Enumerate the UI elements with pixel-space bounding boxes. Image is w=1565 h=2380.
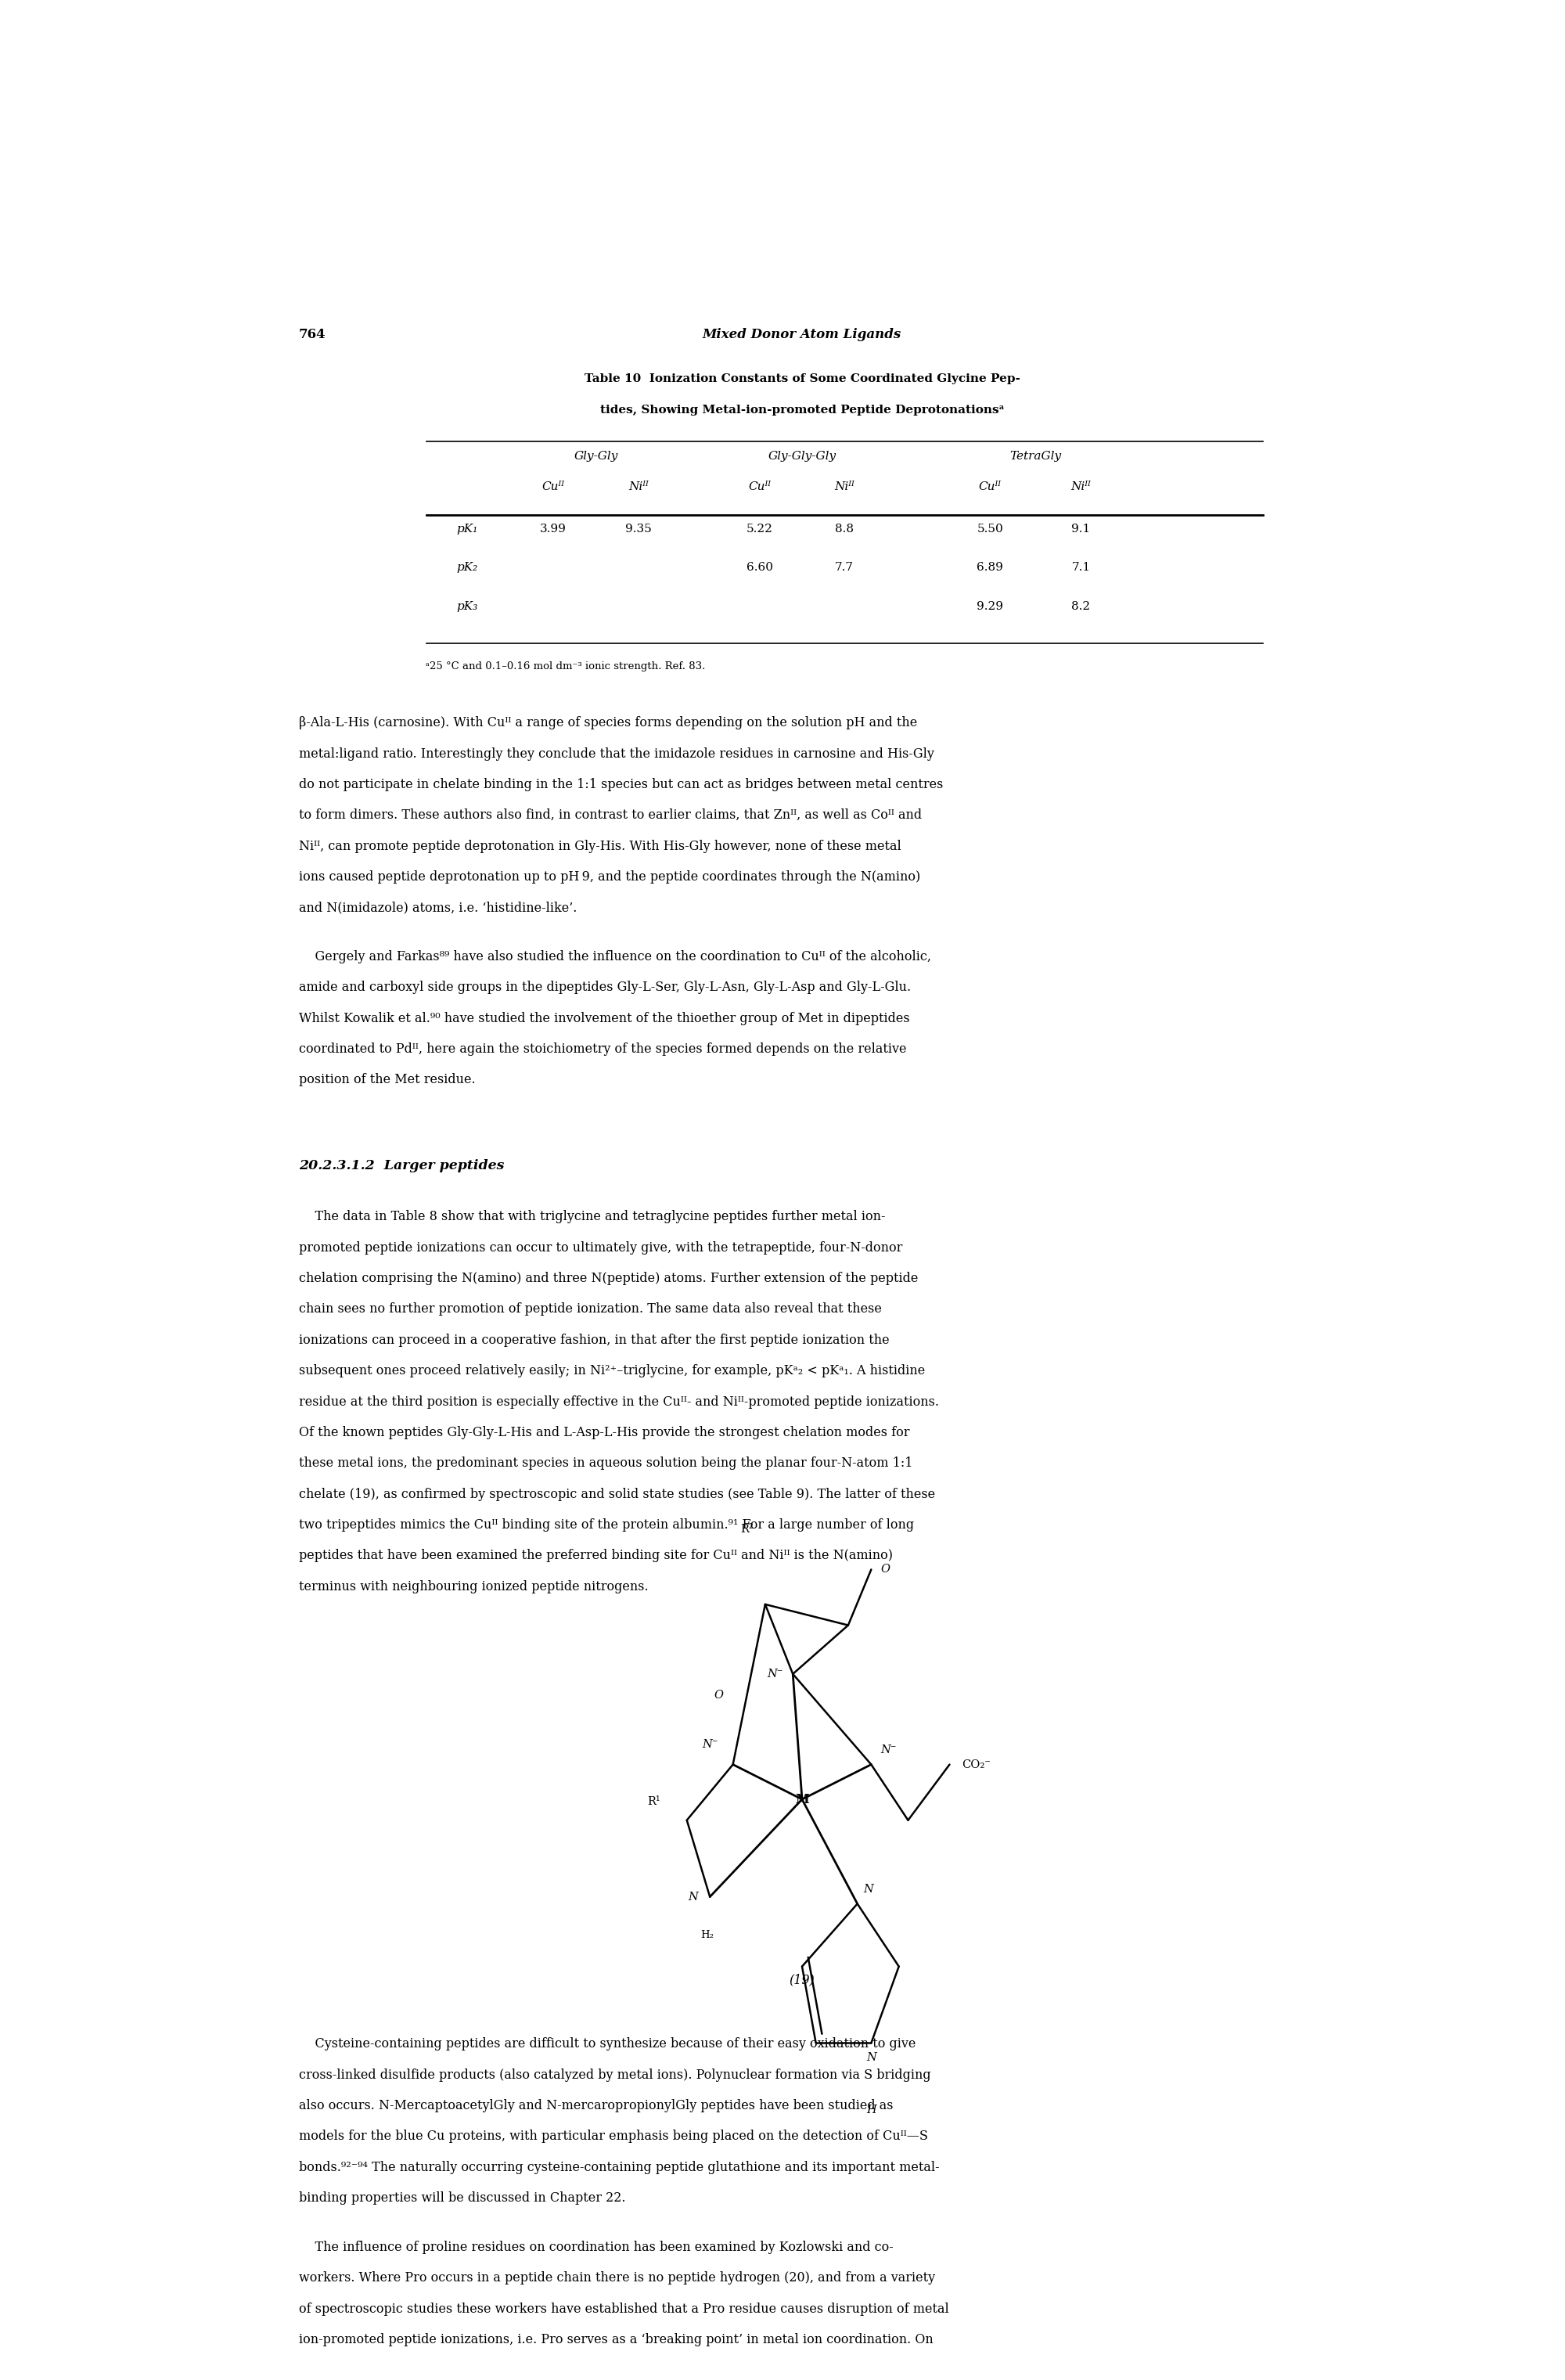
Text: also occurs. N-MercaptoacetylGly and N-mercaropropionylGly peptides have been st: also occurs. N-MercaptoacetylGly and N-m…: [299, 2099, 894, 2113]
Text: Gergely and Farkas⁸⁹ have also studied the influence on the coordination to Cuᴵᴵ: Gergely and Farkas⁸⁹ have also studied t…: [299, 950, 931, 964]
Text: residue at the third position is especially effective in the Cuᴵᴵ- and Niᴵᴵ-prom: residue at the third position is especia…: [299, 1395, 939, 1409]
Text: two tripeptides mimics the Cuᴵᴵ binding site of the protein albumin.⁹¹ For a lar: two tripeptides mimics the Cuᴵᴵ binding …: [299, 1518, 914, 1530]
Text: 5.50: 5.50: [977, 524, 1003, 536]
Text: peptides that have been examined the preferred binding site for Cuᴵᴵ and Niᴵᴵ is: peptides that have been examined the pre…: [299, 1549, 892, 1561]
Text: M: M: [795, 1792, 809, 1806]
Text: workers. Where Pro occurs in a peptide chain there is no peptide hydrogen (20), : workers. Where Pro occurs in a peptide c…: [299, 2271, 934, 2285]
Text: do not participate in chelate binding in the 1:1 species but can act as bridges : do not participate in chelate binding in…: [299, 778, 944, 790]
Text: R²: R²: [740, 1523, 753, 1535]
Text: binding properties will be discussed in Chapter 22.: binding properties will be discussed in …: [299, 2192, 626, 2204]
Text: chelation comprising the N(amino) and three N(peptide) atoms. Further extension : chelation comprising the N(amino) and th…: [299, 1271, 919, 1285]
Text: pK₃: pK₃: [457, 600, 477, 612]
Text: 5.22: 5.22: [747, 524, 773, 536]
Text: Niᴵᴵ, can promote peptide deprotonation in Gly-His. With His-Gly however, none o: Niᴵᴵ, can promote peptide deprotonation …: [299, 840, 901, 852]
Text: 9.35: 9.35: [624, 524, 651, 536]
Text: Table 10  Ionization Constants of Some Coordinated Glycine Pep-: Table 10 Ionization Constants of Some Co…: [584, 374, 1020, 386]
Text: ion-promoted peptide ionizations, i.e. Pro serves as a ‘breaking point’ in metal: ion-promoted peptide ionizations, i.e. P…: [299, 2332, 933, 2347]
Text: Mixed Donor Atom Ligands: Mixed Donor Atom Ligands: [703, 328, 901, 340]
Text: Niᴵᴵ: Niᴵᴵ: [1070, 481, 1091, 493]
Text: cross-linked disulfide products (also catalyzed by metal ions). Polynuclear form: cross-linked disulfide products (also ca…: [299, 2068, 931, 2082]
Text: ions caused peptide deprotonation up to pH 9, and the peptide coordinates throug: ions caused peptide deprotonation up to …: [299, 871, 920, 883]
Text: 764: 764: [299, 328, 326, 340]
Text: 6.89: 6.89: [977, 562, 1003, 574]
Text: N⁻: N⁻: [767, 1668, 782, 1680]
Text: terminus with neighbouring ionized peptide nitrogens.: terminus with neighbouring ionized pepti…: [299, 1580, 648, 1592]
Text: position of the Met residue.: position of the Met residue.: [299, 1073, 476, 1088]
Text: Niᴵᴵ: Niᴵᴵ: [628, 481, 648, 493]
Text: H₂: H₂: [701, 1930, 714, 1940]
Text: 9.1: 9.1: [1072, 524, 1091, 536]
Text: Of the known peptides Gly-Gly-L-His and L-Asp-L-His provide the strongest chelat: Of the known peptides Gly-Gly-L-His and …: [299, 1426, 909, 1440]
Text: chain sees no further promotion of peptide ionization. The same data also reveal: chain sees no further promotion of pepti…: [299, 1302, 881, 1316]
Text: H: H: [865, 2104, 876, 2116]
Text: N: N: [865, 2052, 876, 2063]
Text: 20.2.3.1.2  Larger peptides: 20.2.3.1.2 Larger peptides: [299, 1159, 504, 1173]
Text: these metal ions, the predominant species in aqueous solution being the planar f: these metal ions, the predominant specie…: [299, 1457, 912, 1471]
Text: Gly-Gly: Gly-Gly: [574, 450, 618, 462]
Text: Cuᴵᴵ: Cuᴵᴵ: [748, 481, 772, 493]
Text: pK₂: pK₂: [457, 562, 477, 574]
Text: to form dimers. These authors also find, in contrast to earlier claims, that Znᴵ: to form dimers. These authors also find,…: [299, 809, 922, 821]
Text: subsequent ones proceed relatively easily; in Ni²⁺–triglycine, for example, pKᵃ₂: subsequent ones proceed relatively easil…: [299, 1364, 925, 1378]
Text: β-Ala-L-His (carnosine). With Cuᴵᴵ a range of species forms depending on the sol: β-Ala-L-His (carnosine). With Cuᴵᴵ a ran…: [299, 716, 917, 731]
Text: O: O: [714, 1690, 723, 1699]
Text: chelate (19), as confirmed by spectroscopic and solid state studies (see Table 9: chelate (19), as confirmed by spectrosco…: [299, 1488, 934, 1502]
Text: metal:ligand ratio. Interestingly they conclude that the imidazole residues in c: metal:ligand ratio. Interestingly they c…: [299, 747, 934, 759]
Text: 8.2: 8.2: [1072, 600, 1091, 612]
Text: N⁻: N⁻: [703, 1740, 718, 1749]
Text: promoted peptide ionizations can occur to ultimately give, with the tetrapeptide: promoted peptide ionizations can occur t…: [299, 1240, 903, 1254]
Text: 9.29: 9.29: [977, 600, 1003, 612]
Text: O: O: [881, 1564, 890, 1576]
Text: amide and carboxyl side groups in the dipeptides Gly-L-Ser, Gly-L-Asn, Gly-L-Asp: amide and carboxyl side groups in the di…: [299, 981, 911, 995]
Text: 6.60: 6.60: [747, 562, 773, 574]
Text: 7.7: 7.7: [836, 562, 854, 574]
Text: 7.1: 7.1: [1072, 562, 1091, 574]
Text: N: N: [864, 1883, 873, 1894]
Text: coordinated to Pdᴵᴵ, here again the stoichiometry of the species formed depends : coordinated to Pdᴵᴵ, here again the stoi…: [299, 1042, 906, 1057]
Text: ionizations can proceed in a cooperative fashion, in that after the first peptid: ionizations can proceed in a cooperative…: [299, 1333, 889, 1347]
Text: tides, Showing Metal-ion-promoted Peptide Deprotonationsᵃ: tides, Showing Metal-ion-promoted Peptid…: [599, 405, 1005, 416]
Text: 3.99: 3.99: [540, 524, 567, 536]
Text: ᵃ25 °C and 0.1–0.16 mol dm⁻³ ionic strength. Ref. 83.: ᵃ25 °C and 0.1–0.16 mol dm⁻³ ionic stren…: [426, 662, 706, 671]
Text: The influence of proline residues on coordination has been examined by Kozlowski: The influence of proline residues on coo…: [299, 2240, 894, 2254]
Text: and N(imidazole) atoms, i.e. ‘histidine-like’.: and N(imidazole) atoms, i.e. ‘histidine-…: [299, 902, 577, 914]
Text: of spectroscopic studies these workers have established that a Pro residue cause: of spectroscopic studies these workers h…: [299, 2301, 948, 2316]
Text: R¹: R¹: [646, 1797, 660, 1806]
Text: N⁻: N⁻: [881, 1745, 897, 1756]
Text: bonds.⁹²⁻⁹⁴ The naturally occurring cysteine-containing peptide glutathione and : bonds.⁹²⁻⁹⁴ The naturally occurring cyst…: [299, 2161, 939, 2173]
Text: Cysteine-containing peptides are difficult to synthesize because of their easy o: Cysteine-containing peptides are difficu…: [299, 2037, 916, 2052]
Text: Whilst Kowalik et al.⁹⁰ have studied the involvement of the thioether group of M: Whilst Kowalik et al.⁹⁰ have studied the…: [299, 1012, 909, 1026]
Text: pK₁: pK₁: [457, 524, 477, 536]
Text: N: N: [687, 1892, 698, 1902]
Text: The data in Table 8 show that with triglycine and tetraglycine peptides further : The data in Table 8 show that with trigl…: [299, 1211, 886, 1223]
Text: models for the blue Cu proteins, with particular emphasis being placed on the de: models for the blue Cu proteins, with pa…: [299, 2130, 928, 2144]
Text: (19): (19): [789, 1973, 815, 1987]
Text: TetraGly: TetraGly: [1009, 450, 1061, 462]
Text: Cuᴵᴵ: Cuᴵᴵ: [978, 481, 1002, 493]
Text: Gly-Gly-Gly: Gly-Gly-Gly: [768, 450, 836, 462]
Text: Niᴵᴵ: Niᴵᴵ: [834, 481, 854, 493]
Text: CO₂⁻: CO₂⁻: [961, 1759, 991, 1771]
Text: Cuᴵᴵ: Cuᴵᴵ: [541, 481, 565, 493]
Text: 8.8: 8.8: [836, 524, 854, 536]
